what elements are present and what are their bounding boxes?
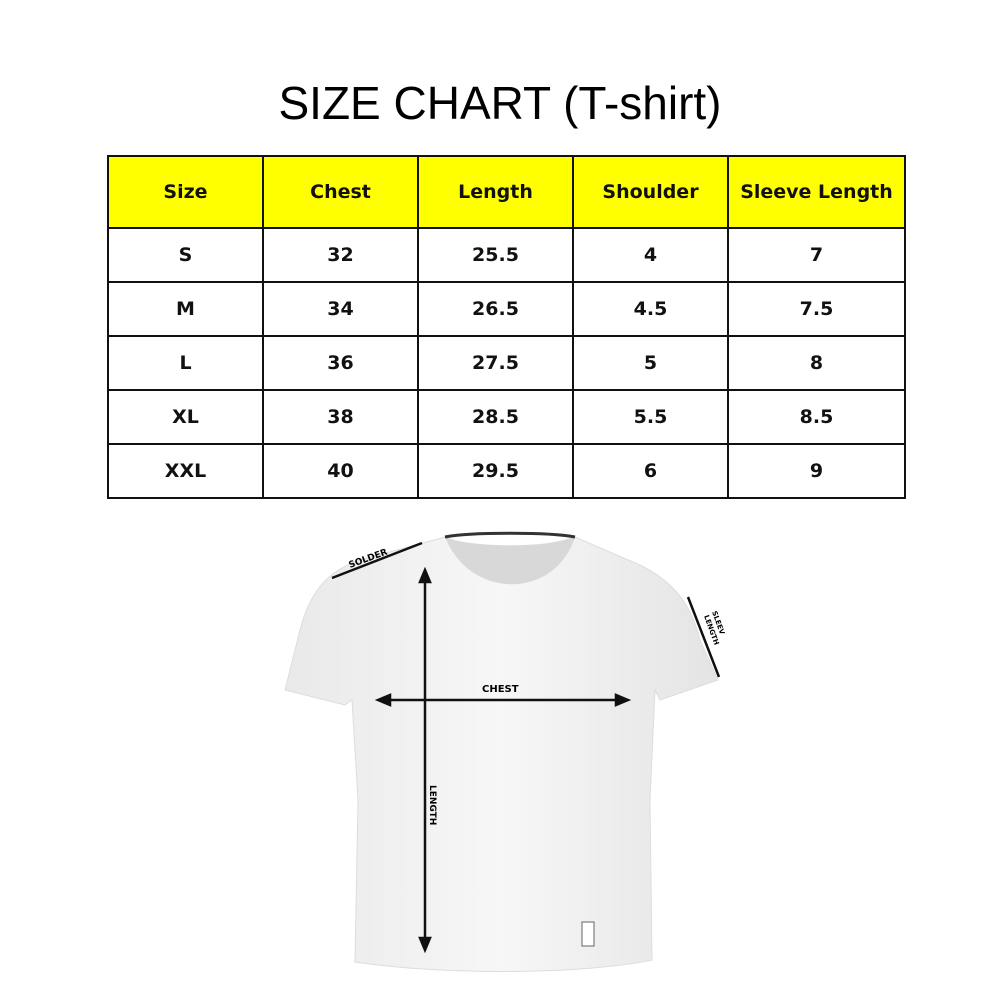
table-cell: 9 bbox=[727, 443, 906, 499]
column-header: Sleeve Length bbox=[727, 155, 906, 229]
column-header: Chest bbox=[262, 155, 419, 229]
table-cell: 4.5 bbox=[572, 281, 729, 337]
page-title: SIZE CHART (T-shirt) bbox=[278, 77, 722, 129]
table-cell: 34 bbox=[262, 281, 419, 337]
table-cell: 40 bbox=[262, 443, 419, 499]
column-header: Shoulder bbox=[572, 155, 729, 229]
table-cell: 7 bbox=[727, 227, 906, 283]
table-row: M 34 26.5 4.5 7.5 bbox=[107, 281, 906, 337]
table-row: S 32 25.5 4 7 bbox=[107, 227, 906, 283]
table-cell: 29.5 bbox=[417, 443, 574, 499]
table-cell: 26.5 bbox=[417, 281, 574, 337]
table-cell: 5 bbox=[572, 335, 729, 391]
table-cell: 28.5 bbox=[417, 389, 574, 445]
table-header-row: Size Chest Length Shoulder Sleeve Length bbox=[107, 155, 906, 229]
table-cell: 38 bbox=[262, 389, 419, 445]
table-row: XL 38 28.5 5.5 8.5 bbox=[107, 389, 906, 445]
table-cell: 8.5 bbox=[727, 389, 906, 445]
table-cell: L bbox=[107, 335, 264, 391]
table-cell: S bbox=[107, 227, 264, 283]
tshirt-body bbox=[284, 536, 719, 972]
table-cell: 7.5 bbox=[727, 281, 906, 337]
chest-label: CHEST bbox=[482, 684, 519, 695]
table-cell: 25.5 bbox=[417, 227, 574, 283]
table-cell: XL bbox=[107, 389, 264, 445]
table-cell: 27.5 bbox=[417, 335, 574, 391]
table-cell: 8 bbox=[727, 335, 906, 391]
table-cell: 5.5 bbox=[572, 389, 729, 445]
tag-icon bbox=[581, 921, 595, 947]
column-header: Size bbox=[107, 155, 264, 229]
table-cell: 4 bbox=[572, 227, 729, 283]
column-header: Length bbox=[417, 155, 574, 229]
table-cell: 6 bbox=[572, 443, 729, 499]
table-cell: XXL bbox=[107, 443, 264, 499]
collar bbox=[445, 537, 575, 585]
table-cell: 32 bbox=[262, 227, 419, 283]
length-label: LENGTH bbox=[427, 785, 437, 825]
measure-arrows bbox=[331, 541, 721, 954]
table-row: XXL 40 29.5 6 9 bbox=[107, 443, 906, 499]
table-row: L 36 27.5 5 8 bbox=[107, 335, 906, 391]
table-cell: M bbox=[107, 281, 264, 337]
table-cell: 36 bbox=[262, 335, 419, 391]
size-table: Size Chest Length Shoulder Sleeve Length S 32… bbox=[107, 155, 906, 499]
